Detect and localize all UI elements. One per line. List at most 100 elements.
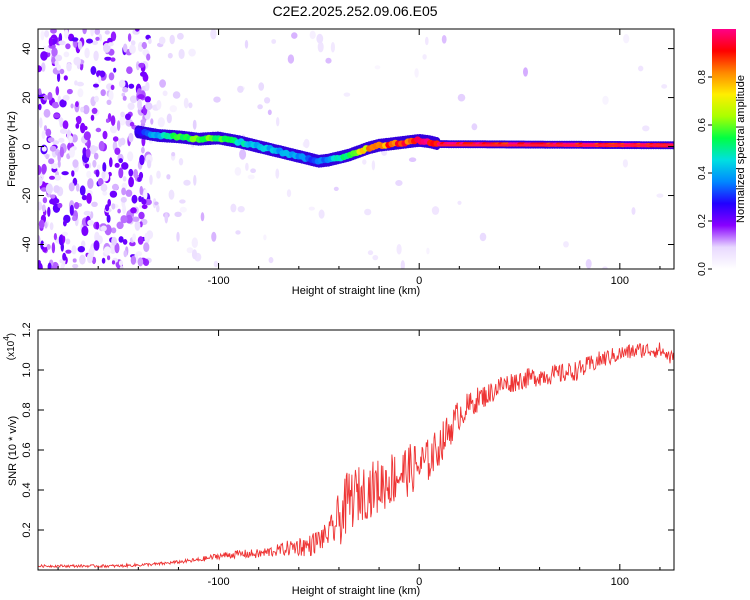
spectrogram-noise-cell <box>138 211 145 220</box>
spectrogram-noise-cell <box>47 137 55 143</box>
spectrogram-noise-cell <box>211 231 217 242</box>
spectrogram-noise-cell <box>109 157 113 168</box>
spectrogram-noise-cell <box>51 242 56 254</box>
spectrogram-noise-cell <box>125 113 131 121</box>
spectrogram-noise-cell <box>258 82 265 91</box>
spectrogram-noise-cell <box>396 244 402 255</box>
spectrogram-noise-cell <box>137 99 142 111</box>
spectrogram-noise-cell <box>116 221 124 230</box>
colorbar-tick-label: 0.4 <box>697 166 708 180</box>
spectrogram-noise-cell <box>57 160 61 168</box>
spectrogram-noise-cell <box>38 219 45 229</box>
spectrogram-noise-cell <box>111 203 116 210</box>
x-tick-label: 100 <box>611 275 629 287</box>
spectrogram-noise-cell <box>167 52 173 59</box>
spectrogram-noise-cell <box>148 38 152 45</box>
spectrogram-noise-cell <box>193 174 197 186</box>
spectrogram-noise-cell <box>138 46 143 52</box>
spectrogram-noise-cell <box>58 33 63 43</box>
snr-y-multiplier: (x104) <box>2 333 17 360</box>
spectrogram-noise-cell <box>121 187 126 196</box>
spectrogram-noise-cell <box>72 215 77 222</box>
spectrogram-noise-cell <box>271 39 277 44</box>
spectrogram-noise-cell <box>247 174 255 180</box>
spectrogram-noise-cell <box>250 168 256 173</box>
spectrogram-noise-cell <box>93 83 99 88</box>
spectrogram-noise-cell <box>48 37 53 47</box>
spectrogram-noise-cell <box>110 57 116 62</box>
spectrogram-noise-cell <box>41 130 46 139</box>
spectrogram-noise-cell <box>178 158 184 166</box>
spectrogram-noise-cell <box>139 154 145 166</box>
spectrogram-noise-cell <box>144 96 151 103</box>
spectrogram-noise-cell <box>130 255 137 265</box>
spectrogram-noise-cell <box>51 47 58 57</box>
spectrogram-noise-cell <box>110 31 117 42</box>
spectrogram-noise-cell <box>309 30 316 40</box>
colorbar-ticks: 0.0 0.2 0.4 0.6 0.8 <box>697 70 712 276</box>
spectrogram-noise-cell <box>113 67 117 73</box>
spectrogram-noise-cell <box>122 176 127 182</box>
y-tick-label: 0.2 <box>21 522 33 537</box>
spectrogram-noise-cell <box>118 260 124 266</box>
spectrogram-noise-cell <box>120 137 126 146</box>
spectrogram-noise-cell <box>72 159 79 168</box>
spectrogram-noise-cell <box>145 102 153 111</box>
spectrogram-noise-cell <box>102 190 108 196</box>
spectrogram-noise-cell <box>50 163 59 170</box>
spectrogram-noise-cell <box>71 170 75 177</box>
spectrogram-noise-cell <box>90 114 95 121</box>
spectrogram-noise-cell <box>471 123 478 131</box>
x-tick-label: 0 <box>416 576 422 588</box>
spectrogram-noise-cell <box>85 148 91 158</box>
spectrogram-noise-cell <box>49 175 55 180</box>
spectrogram-noise-cell <box>43 108 51 118</box>
spectrogram-noise-cell <box>42 242 48 248</box>
spectrogram-noise-cell <box>623 34 630 44</box>
spectrogram-noise-cell <box>94 95 99 103</box>
spectrogram-noise-cell <box>168 189 175 200</box>
spectrogram-noise-cell <box>171 152 176 157</box>
spectrogram-noise-cell <box>58 117 64 123</box>
spectrogram-noise-cell <box>563 241 569 248</box>
spectrogram-noise-cell <box>137 176 142 182</box>
spectrogram-noise-cell <box>140 119 146 124</box>
spectrogram-noise-cell <box>118 236 124 243</box>
spectrogram-noise-cell <box>457 200 462 205</box>
spectrogram-y-ticks: -40 -20 0 20 40 <box>21 42 674 252</box>
spectrogram-noise-cell <box>127 33 132 42</box>
y-tick-label: 20 <box>21 91 33 103</box>
spectrogram-noise-cell <box>53 174 62 181</box>
spectrogram-ridge <box>134 125 674 168</box>
spectrogram-noise-cell <box>146 159 152 169</box>
spectrogram-noise-cell <box>119 115 126 126</box>
spectrogram-noise-cell <box>622 159 629 168</box>
spectrogram-y-axis-label: Frequency (Hz) <box>6 111 18 187</box>
spectrogram-noise-cell <box>144 232 149 243</box>
y-tick-label: 1.2 <box>21 322 33 337</box>
spectrogram-noise-cell <box>121 162 129 170</box>
spectrogram-noise-cell <box>48 158 55 165</box>
spectrogram-noise-cell <box>117 208 121 214</box>
spectrogram-noise-cell <box>308 206 315 211</box>
spectrogram-noise-cell <box>133 169 139 179</box>
spectrogram-noise-cell <box>164 212 169 224</box>
spectrogram-noise-cell <box>425 36 429 46</box>
colorbar-tick-label: 0.6 <box>697 118 708 132</box>
spectrogram-noise-cell <box>128 132 134 143</box>
snr-series-line <box>38 342 674 569</box>
spectrogram-noise-cell <box>154 201 159 206</box>
colorbar-tick-label: 0.0 <box>697 262 708 276</box>
spectrogram-noise-cell <box>188 48 196 57</box>
spectrogram-noise-cell <box>191 249 198 260</box>
spectrogram-noise-cell <box>287 54 295 64</box>
spectrogram-noise-cell <box>114 147 121 155</box>
spectrogram-noise-cell <box>96 70 102 78</box>
spectrogram-noise-cell <box>585 259 592 269</box>
spectrogram-noise-cell <box>49 222 54 231</box>
spectrogram-noise-cell <box>74 202 80 210</box>
spectrogram-noise-cell <box>82 104 90 115</box>
spectrogram-noise-cell <box>122 239 128 245</box>
spectrogram-noise-cell <box>374 65 381 70</box>
spectrogram-noise-cell <box>149 174 153 185</box>
